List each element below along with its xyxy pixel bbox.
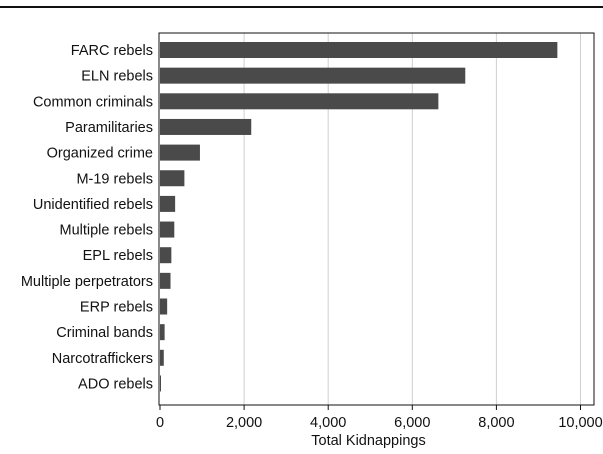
category-label: Multiple perpetrators bbox=[21, 274, 153, 290]
category-label: EPL rebels bbox=[83, 248, 153, 264]
category-label: FARC rebels bbox=[71, 43, 153, 59]
bar bbox=[160, 247, 172, 264]
bars bbox=[160, 42, 558, 392]
top-rule bbox=[0, 6, 603, 8]
category-label: ADO rebels bbox=[78, 376, 153, 392]
category-label: ERP rebels bbox=[80, 300, 153, 316]
bar bbox=[160, 118, 252, 135]
category-label: Criminal bands bbox=[56, 325, 153, 341]
x-tick-label: 4,000 bbox=[310, 415, 346, 431]
category-label: Narcotraffickers bbox=[52, 351, 153, 367]
x-tick-label: 0 bbox=[156, 415, 164, 431]
bar bbox=[160, 195, 176, 212]
category-label: Organized crime bbox=[47, 146, 153, 162]
category-label: Paramilitaries bbox=[65, 120, 153, 136]
grid-lines bbox=[243, 33, 581, 405]
bar bbox=[160, 93, 439, 110]
x-axis-title: Total Kidnappings bbox=[311, 433, 425, 449]
bar bbox=[160, 349, 164, 366]
x-tick-label: 10,000 bbox=[558, 415, 602, 431]
plot-frame bbox=[158, 32, 595, 406]
category-labels: FARC rebels ELN rebels Common criminals Par… bbox=[21, 43, 153, 392]
x-axis-ticks: 0 2,000 4,000 6,000 8,000 10,000 bbox=[156, 405, 603, 431]
category-label: Common criminals bbox=[33, 94, 153, 110]
x-tick-label: 8,000 bbox=[478, 415, 514, 431]
bar bbox=[160, 272, 171, 289]
bar bbox=[160, 42, 558, 58]
category-label: Unidentified rebels bbox=[33, 197, 153, 213]
bar bbox=[160, 170, 185, 187]
category-label: Multiple rebels bbox=[60, 223, 154, 239]
bar bbox=[160, 67, 466, 84]
x-tick-label: 2,000 bbox=[226, 415, 262, 431]
bar bbox=[160, 298, 168, 315]
category-label: M-19 rebels bbox=[76, 171, 153, 187]
bar bbox=[160, 221, 175, 238]
bar bbox=[160, 375, 161, 392]
bar bbox=[160, 144, 200, 161]
category-label: ELN rebels bbox=[81, 69, 153, 85]
bar bbox=[160, 324, 165, 341]
x-tick-label: 6,000 bbox=[394, 415, 430, 431]
